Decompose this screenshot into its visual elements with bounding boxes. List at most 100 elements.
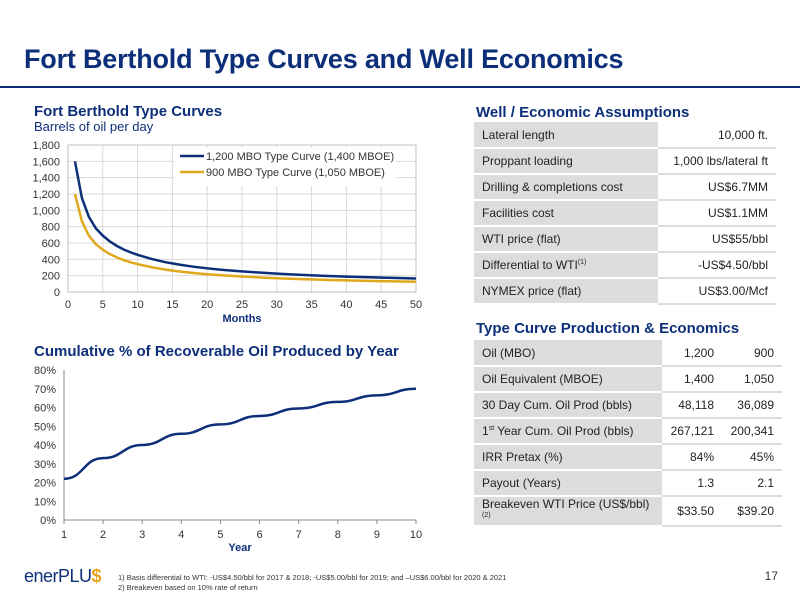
assumption-label: Differential to WTI(1)	[474, 252, 658, 279]
y-tick-label: 50%	[34, 421, 56, 433]
economics-value-900: $39.20	[722, 496, 782, 527]
economics-title: Type Curve Production & Economics	[476, 320, 740, 337]
x-tick-label: 30	[271, 299, 283, 311]
x-tick-label: 25	[236, 299, 248, 311]
footnotes: 1) Basis differential to WTI: -US$4.50/b…	[118, 573, 506, 593]
y-tick-label: 600	[42, 238, 60, 250]
economics-row: 30 Day Cum. Oil Prod (bbls) 48,118 36,089	[474, 392, 782, 419]
y-tick-label: 1,200	[32, 189, 60, 201]
economics-label: Oil Equivalent (MBOE)	[474, 366, 662, 393]
assumption-value: US$3.00/Mcf	[658, 278, 776, 305]
x-tick-label: 5	[100, 299, 106, 311]
y-tick-label: 800	[42, 222, 60, 234]
x-tick-label: 20	[201, 299, 213, 311]
economics-value-1200: $33.50	[662, 496, 722, 527]
economics-label: 30 Day Cum. Oil Prod (bbls)	[474, 392, 662, 419]
y-tick-label: 400	[42, 254, 60, 266]
y-tick-label: 40%	[34, 440, 56, 452]
y-tick-label: 10%	[34, 496, 56, 508]
economics-value-900: 45%	[722, 444, 782, 471]
y-tick-label: 60%	[34, 403, 56, 415]
x-tick-label: 6	[256, 529, 262, 541]
footnote-1: 1) Basis differential to WTI: -US$4.50/b…	[118, 573, 507, 582]
economics-label: IRR Pretax (%)	[474, 444, 662, 471]
assumption-value: US$1.1MM	[658, 200, 776, 227]
x-tick-label: 5	[217, 529, 223, 541]
title-divider	[0, 86, 800, 88]
economics-value-900: 1,050	[722, 366, 782, 393]
x-tick-label: 0	[65, 299, 71, 311]
assumption-row: WTI price (flat) US$55/bbl	[474, 226, 776, 253]
enerplus-logo: enerPLU$	[24, 566, 102, 586]
economics-label: 1st Year Cum. Oil Prod (bbls)	[474, 418, 662, 445]
x-tick-label: 8	[335, 529, 341, 541]
series-line-2	[73, 193, 417, 284]
assumption-row: Facilities cost US$1.1MM	[474, 200, 776, 227]
x-tick-label: 35	[305, 299, 317, 311]
assumption-value: US$6.7MM	[658, 174, 776, 201]
economics-row: 1st Year Cum. Oil Prod (bbls) 267,121 200,…	[474, 418, 782, 445]
economics-value-1200: 48,118	[662, 392, 722, 419]
page-number: 17	[764, 569, 778, 583]
x-axis-label: Year	[228, 542, 252, 554]
x-tick-label: 10	[131, 299, 143, 311]
economics-value-900: 900	[722, 340, 782, 367]
cumulative-oil-chart: 0% 10% 20% 30% 40% 50% 60% 70% 80% 1 2 3 4 5 6 7 8 9 10 Yea…	[34, 365, 422, 554]
assumption-value: -US$4.50/bbl	[658, 252, 776, 279]
economics-row: Oil (MBO) 1,200 900	[474, 340, 782, 367]
y-tick-label: 0	[54, 287, 60, 299]
economics-row: Breakeven WTI Price (US$/bbl)(2) $33.50 $3…	[474, 496, 782, 527]
assumption-row: NYMEX price (flat) US$3.00/Mcf	[474, 278, 776, 305]
assumptions-table: Lateral length 10,000 ft. Proppant loading…	[474, 122, 776, 305]
economics-table: Oil (MBO) 1,200 900 Oil Equivalent (MBOE) 1,…	[474, 340, 782, 527]
economics-row: IRR Pretax (%) 84% 45%	[474, 444, 782, 471]
economics-row: Payout (Years) 1.3 2.1	[474, 470, 782, 497]
economics-value-900: 2.1	[722, 470, 782, 497]
y-tick-label: 70%	[34, 384, 56, 396]
assumption-label: WTI price (flat)	[474, 226, 658, 253]
economics-value-1200: 1,400	[662, 366, 722, 393]
x-tick-label: 45	[375, 299, 387, 311]
legend-box	[174, 148, 396, 186]
assumption-row: Drilling & completions cost US$6.7MM	[474, 174, 776, 201]
x-tick-label: 40	[340, 299, 352, 311]
assumption-row: Differential to WTI(1) -US$4.50/bbl	[474, 252, 776, 279]
assumption-row: Lateral length 10,000 ft.	[474, 122, 776, 149]
economics-value-900: 200,341	[722, 418, 782, 445]
assumption-value: US$55/bbl	[658, 226, 776, 253]
x-tick-label: 9	[374, 529, 380, 541]
type-curves-chart: 0 200 400 600 800 1,000 1,200 1,400 1,600 1,800 0 5…	[32, 140, 422, 325]
economics-value-1200: 1.3	[662, 470, 722, 497]
assumption-label: NYMEX price (flat)	[474, 278, 658, 305]
x-tick-label: 2	[100, 529, 106, 541]
y-tick-label: 1,000	[32, 205, 60, 217]
economics-value-900: 36,089	[722, 392, 782, 419]
plot-area	[67, 144, 417, 293]
assumption-value: 10,000 ft.	[658, 122, 776, 149]
y-tick-label: 1,600	[32, 156, 60, 168]
page-title: Fort Berthold Type Curves and Well Econo…	[24, 44, 624, 74]
y-tick-label: 30%	[34, 459, 56, 471]
x-tick-label: 1	[61, 529, 67, 541]
y-tick-label: 1,800	[32, 140, 60, 152]
series-line-1	[73, 161, 417, 280]
type-curves-chart-subtitle: Barrels of oil per day	[34, 119, 154, 134]
x-tick-label: 15	[166, 299, 178, 311]
economics-value-1200: 267,121	[662, 418, 722, 445]
legend-label-1: 1,200 MBO Type Curve (1,400 MBOE)	[206, 151, 394, 163]
assumption-label: Drilling & completions cost	[474, 174, 658, 201]
x-tick-label: 4	[178, 529, 184, 541]
assumption-label: Facilities cost	[474, 200, 658, 227]
x-tick-label: 50	[410, 299, 422, 311]
footnote-2: 2) Breakeven based on 10% rate of return	[118, 583, 258, 592]
economics-label: Oil (MBO)	[474, 340, 662, 367]
x-tick-label: 10	[410, 529, 422, 541]
y-tick-label: 80%	[34, 365, 56, 377]
assumption-label: Proppant loading	[474, 148, 658, 175]
assumptions-title: Well / Economic Assumptions	[476, 104, 690, 121]
economics-value-1200: 1,200	[662, 340, 722, 367]
economics-label: Breakeven WTI Price (US$/bbl)(2)	[474, 496, 662, 527]
cumulative-series-line	[63, 387, 417, 480]
y-tick-label: 0%	[40, 515, 56, 527]
assumption-label: Lateral length	[474, 122, 658, 149]
